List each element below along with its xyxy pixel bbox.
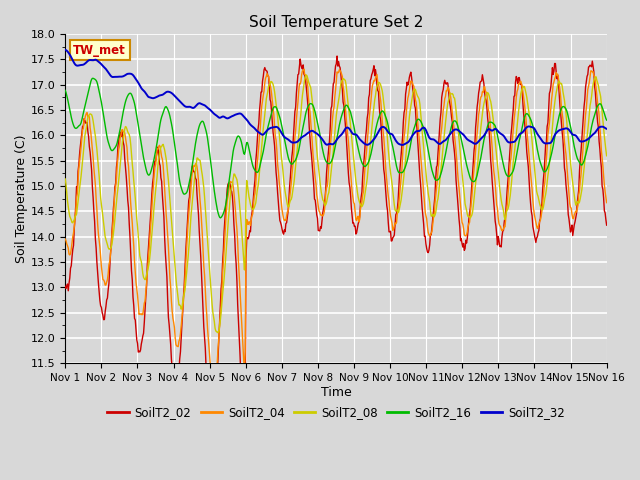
Title: Soil Temperature Set 2: Soil Temperature Set 2 [249,15,423,30]
SoilT2_02 [127,251,134,257]
SoilT2_04 [603,200,611,205]
SoilT2_08 [403,140,411,145]
SoilT2_16 [216,215,224,221]
Legend: SoilT2_02, SoilT2_04, SoilT2_08, SoilT2_16, SoilT2_32: SoilT2_02, SoilT2_04, SoilT2_08, SoilT2_… [102,401,570,423]
SoilT2_32 [211,111,218,117]
SoilT2_32 [71,61,79,67]
SoilT2_04 [403,101,411,107]
SoilT2_08 [214,330,221,336]
SoilT2_08 [182,279,189,285]
SoilT2_16 [182,190,190,196]
SoilT2_08 [127,142,134,148]
Line: SoilT2_08: SoilT2_08 [65,75,607,333]
SoilT2_16 [61,87,69,93]
SoilT2_32 [182,104,189,109]
SoilT2_02 [241,429,248,434]
SoilT2_16 [211,193,219,199]
SoilT2_16 [603,117,611,123]
Line: SoilT2_16: SoilT2_16 [65,78,607,218]
Text: TW_met: TW_met [74,44,126,57]
SoilT2_16 [89,75,97,81]
SoilT2_04 [211,374,219,380]
SoilT2_32 [419,125,426,131]
SoilT2_04 [211,379,218,385]
SoilT2_04 [61,236,69,242]
SoilT2_08 [302,72,310,78]
SoilT2_02 [182,249,189,254]
SoilT2_32 [399,142,406,148]
SoilT2_08 [61,176,69,182]
Line: SoilT2_32: SoilT2_32 [65,50,607,145]
SoilT2_02 [403,79,411,85]
SoilT2_16 [403,158,411,164]
SoilT2_32 [61,47,69,53]
SoilT2_04 [182,261,189,267]
SoilT2_02 [333,53,341,59]
SoilT2_16 [71,125,79,131]
SoilT2_32 [403,140,410,146]
SoilT2_16 [127,92,135,97]
SoilT2_08 [603,153,611,158]
SoilT2_08 [419,136,427,142]
SoilT2_08 [211,319,218,324]
Line: SoilT2_04: SoilT2_04 [65,69,607,382]
SoilT2_02 [61,284,69,289]
SoilT2_32 [127,71,134,77]
SoilT2_32 [603,126,611,132]
SoilT2_02 [603,222,611,228]
Y-axis label: Soil Temperature (C): Soil Temperature (C) [15,134,28,263]
SoilT2_04 [300,66,308,72]
SoilT2_08 [71,214,79,219]
X-axis label: Time: Time [321,386,351,399]
SoilT2_02 [71,215,79,221]
SoilT2_04 [127,202,134,207]
SoilT2_16 [419,123,427,129]
SoilT2_04 [419,180,427,186]
Line: SoilT2_02: SoilT2_02 [65,56,607,432]
SoilT2_02 [211,405,218,411]
SoilT2_04 [71,216,79,221]
SoilT2_02 [419,213,427,219]
